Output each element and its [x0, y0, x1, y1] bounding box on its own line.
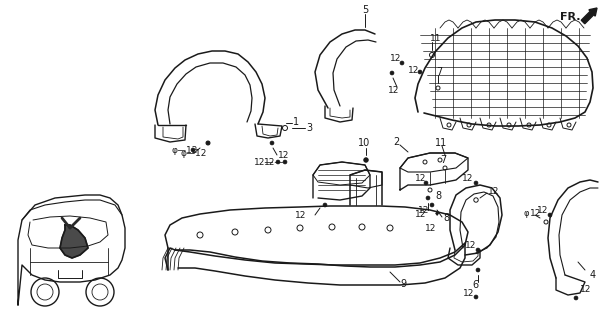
Text: 12: 12 [415, 210, 426, 219]
Circle shape [548, 213, 552, 217]
Circle shape [418, 70, 422, 74]
Text: 9: 9 [400, 279, 406, 289]
Circle shape [191, 148, 195, 152]
Text: ♦: ♦ [434, 211, 440, 217]
Text: 1: 1 [293, 117, 299, 127]
Text: 4: 4 [590, 270, 596, 280]
Circle shape [430, 203, 434, 207]
Text: 11: 11 [430, 34, 442, 43]
Circle shape [364, 158, 368, 162]
Text: 12: 12 [415, 173, 426, 182]
Text: 8: 8 [435, 191, 441, 201]
Circle shape [426, 196, 430, 200]
Text: 12: 12 [295, 211, 306, 220]
Text: 12: 12 [463, 289, 474, 298]
Text: 10: 10 [358, 138, 370, 148]
Text: FR.: FR. [560, 12, 580, 22]
Circle shape [206, 141, 210, 145]
Circle shape [323, 203, 327, 207]
Text: 7: 7 [436, 67, 442, 77]
Text: φ—12: φ—12 [172, 146, 199, 155]
Polygon shape [60, 225, 88, 258]
Text: 12: 12 [465, 241, 476, 250]
Text: 12: 12 [408, 66, 420, 75]
Circle shape [400, 61, 404, 65]
Circle shape [270, 141, 274, 145]
Text: 12: 12 [418, 205, 429, 214]
Text: 5: 5 [362, 5, 368, 15]
Text: 12: 12 [580, 285, 591, 294]
Circle shape [390, 71, 394, 75]
Text: 11: 11 [435, 138, 447, 148]
Text: 7: 7 [440, 155, 446, 165]
Text: 6: 6 [472, 280, 478, 290]
Text: 3: 3 [306, 123, 312, 133]
Text: 2: 2 [393, 137, 400, 147]
Text: φ—12: φ—12 [181, 148, 208, 157]
Circle shape [276, 160, 280, 164]
Text: 12: 12 [425, 223, 437, 233]
Circle shape [283, 160, 287, 164]
Text: 12: 12 [462, 173, 473, 182]
Circle shape [474, 295, 478, 299]
Circle shape [476, 248, 480, 252]
Text: 12: 12 [488, 187, 499, 196]
FancyArrow shape [581, 8, 597, 24]
Text: 8: 8 [443, 213, 449, 223]
Text: 12: 12 [530, 209, 541, 218]
Text: 12: 12 [388, 85, 400, 94]
Text: 12: 12 [278, 150, 289, 159]
Text: 12: 12 [537, 205, 548, 214]
Circle shape [476, 268, 480, 272]
Circle shape [474, 181, 478, 185]
Circle shape [574, 296, 578, 300]
Text: 12—: 12— [264, 157, 284, 166]
Text: 12—: 12— [254, 157, 275, 166]
Text: 12: 12 [390, 53, 401, 62]
Circle shape [424, 181, 428, 185]
Text: φ: φ [524, 209, 529, 218]
